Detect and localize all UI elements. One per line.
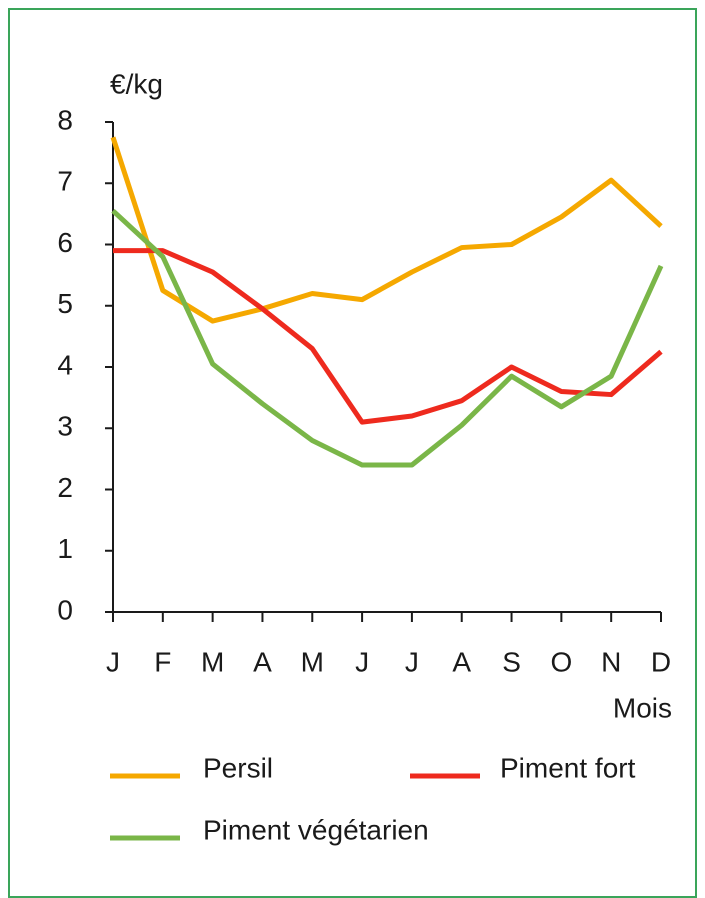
x-tick-label: F [154,646,171,677]
y-tick-label: 0 [57,594,73,625]
y-tick-label: 8 [57,104,73,135]
x-tick-label: D [651,646,671,677]
series-line [113,248,663,425]
x-tick-label: J [405,646,419,677]
x-tick-label: N [601,646,621,677]
legend-label: Piment végétarien [203,814,429,845]
y-tick-label: 6 [57,227,73,258]
x-tick-label: A [452,646,471,677]
x-tick-label: J [355,646,369,677]
x-tick-label: S [502,646,521,677]
frame [8,8,697,898]
series-line [110,136,663,324]
y-tick-label: 2 [57,472,73,503]
x-tick-label: O [550,646,572,677]
legend-label: Persil [203,752,273,783]
series-line [111,208,664,468]
y-axis-label: €/kg [110,68,163,99]
x-tick-label: M [201,646,224,677]
y-tick-label: 4 [57,349,73,380]
y-tick-label: 1 [57,533,73,564]
y-tick-label: 3 [57,411,73,442]
x-tick-label: M [301,646,324,677]
x-tick-label: A [253,646,272,677]
y-tick-label: 5 [57,288,73,319]
y-tick-label: 7 [57,166,73,197]
x-tick-label: J [106,646,120,677]
x-axis-label: Mois [613,692,672,723]
legend-label: Piment fort [500,752,636,783]
